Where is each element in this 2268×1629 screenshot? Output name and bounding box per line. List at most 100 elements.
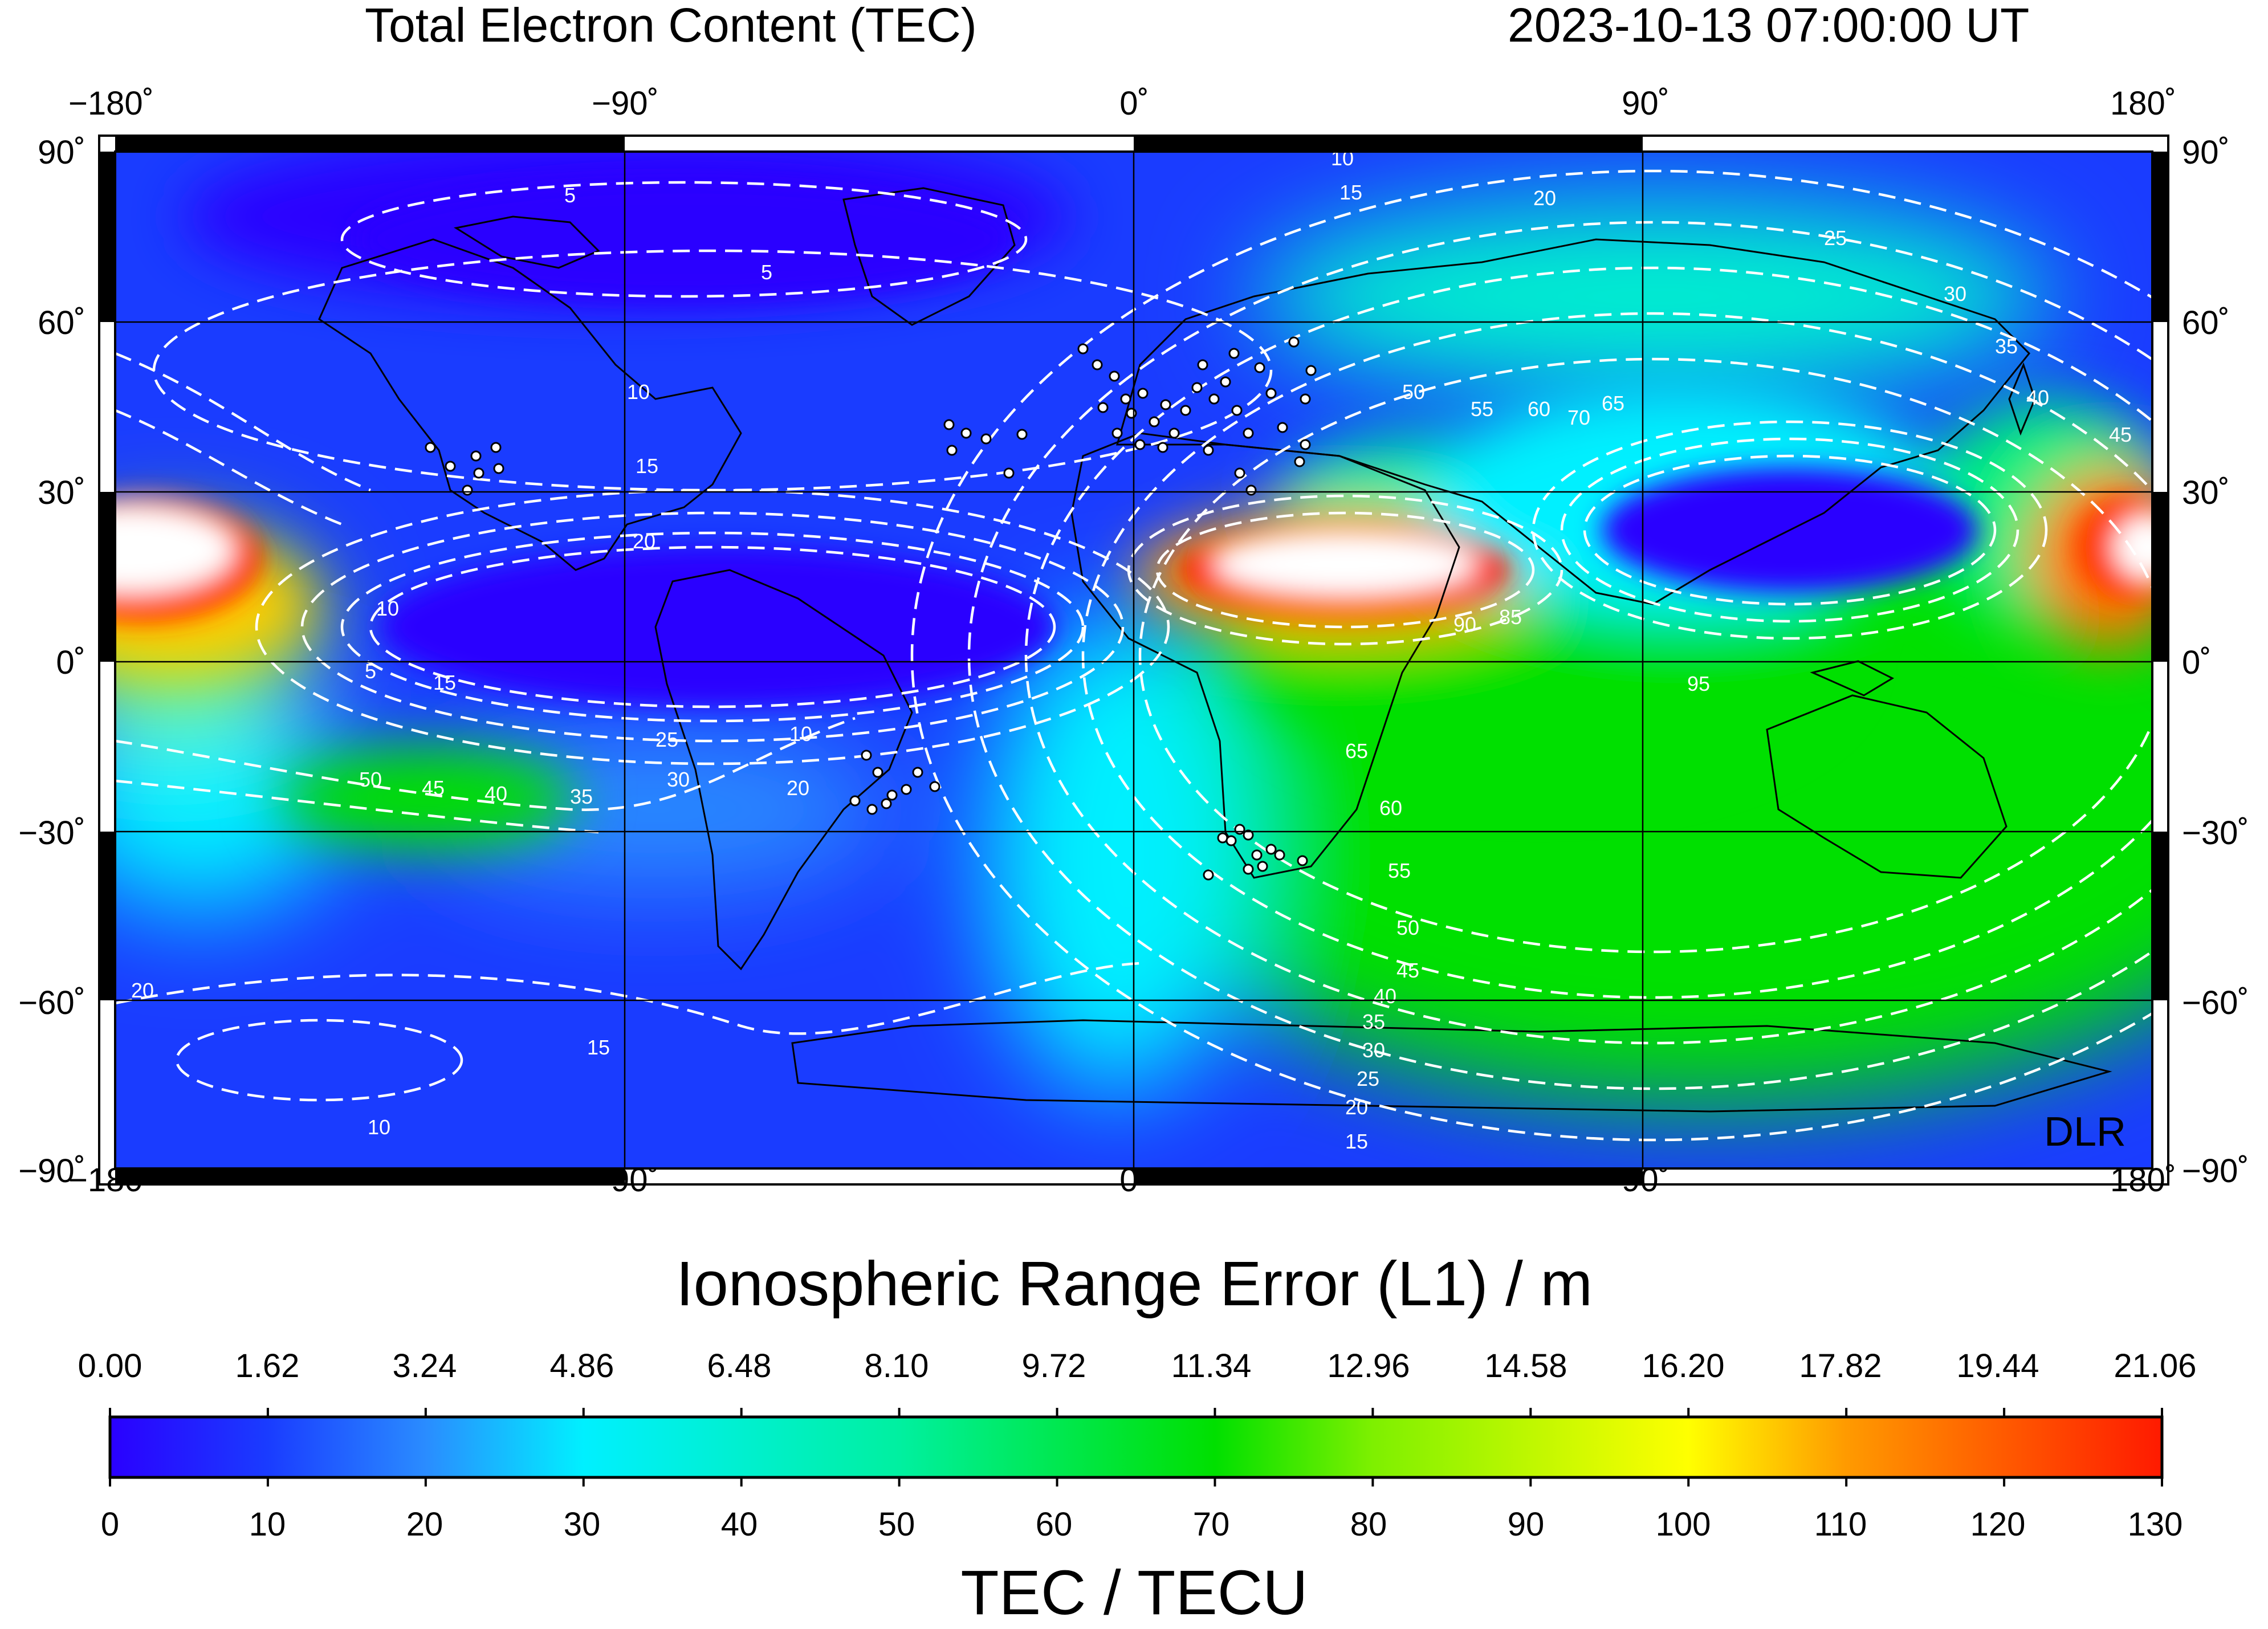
station-marker <box>861 750 872 761</box>
contour-label: 65 <box>1602 392 1624 415</box>
station-marker <box>1294 456 1305 467</box>
range-error-tick: 8.10 <box>864 1347 929 1384</box>
station-marker <box>1277 422 1288 433</box>
top-lon-label: 90˚ <box>1622 85 1670 122</box>
station-marker <box>872 767 883 778</box>
contour-label: 40 <box>2026 386 2049 409</box>
station-marker <box>1180 405 1191 416</box>
contour-label: 70 <box>1567 406 1590 429</box>
station-marker <box>1251 849 1263 861</box>
station-marker <box>1203 869 1214 881</box>
station-marker <box>1297 855 1308 866</box>
right-lat-label: −90˚ <box>2182 1152 2249 1190</box>
station-marker <box>470 450 482 462</box>
tec-tick: 20 <box>406 1506 443 1543</box>
contour-label: 15 <box>587 1036 610 1059</box>
station-marker <box>849 795 861 807</box>
left-lat-label: 0˚ <box>56 644 85 681</box>
coastlines <box>318 187 2112 1113</box>
tec-tick: 70 <box>1192 1506 1230 1543</box>
contour-label: 20 <box>787 776 809 800</box>
contour-label: 5 <box>564 184 576 207</box>
contour-label: 45 <box>422 776 445 800</box>
contour-labels: 5 5 10 10 15 15 20 20 25 25 30 30 35 35 … <box>131 146 2132 1153</box>
top-lon-label: 0˚ <box>1119 85 1149 122</box>
contour-label: 15 <box>636 454 658 478</box>
station-marker <box>1092 359 1103 370</box>
station-marker <box>1231 405 1243 416</box>
station-marker <box>1126 408 1137 419</box>
tec-tick: 50 <box>878 1506 915 1543</box>
range-error-tick: 14.58 <box>1484 1347 1567 1384</box>
tec-tick: 130 <box>2127 1506 2183 1543</box>
station-marker <box>960 427 972 439</box>
station-marker <box>1134 439 1146 450</box>
map-frame <box>98 135 2169 1186</box>
contour-label: 55 <box>1388 859 1411 882</box>
contour-label: 25 <box>1357 1067 1379 1090</box>
contour-label: 20 <box>633 530 655 553</box>
right-lat-label: 0˚ <box>2182 644 2212 681</box>
colorbar-gradient <box>108 1415 2164 1479</box>
contour-label: 20 <box>1345 1095 1368 1119</box>
station-marker <box>1305 365 1317 376</box>
station-marker <box>929 781 940 792</box>
right-lat-label: 30˚ <box>2182 474 2230 511</box>
station-marker <box>866 804 878 815</box>
dlr-watermark: DLR <box>2044 1109 2126 1155</box>
station-marker <box>1003 467 1015 479</box>
left-lat-label: −60˚ <box>18 984 85 1021</box>
contour-label: 10 <box>627 380 650 404</box>
contour-label: 10 <box>368 1115 390 1139</box>
station-marker <box>881 798 892 809</box>
left-lat-label: −90˚ <box>18 1152 85 1190</box>
map-timestamp: 2023-10-13 07:00:00 UT <box>1508 0 2030 52</box>
contour-label: 45 <box>1396 959 1419 982</box>
station-marker <box>1228 348 1240 359</box>
station-marker <box>901 784 912 795</box>
range-error-tick: 16.20 <box>1642 1347 1725 1384</box>
station-marker <box>1149 416 1160 427</box>
contour-label: 25 <box>655 728 678 751</box>
left-lat-label: 60˚ <box>38 304 85 341</box>
tec-contours <box>115 170 2152 1141</box>
contour-label: 15 <box>1339 181 1362 204</box>
range-error-tick: 4.86 <box>549 1347 614 1384</box>
contour-label: 30 <box>1944 282 1966 306</box>
right-lat-label: −30˚ <box>2182 814 2249 852</box>
range-error-tick: 12.96 <box>1327 1347 1410 1384</box>
station-marker <box>1265 388 1277 399</box>
contour-label: 90 <box>1453 613 1476 636</box>
station-marker <box>1300 393 1311 405</box>
contour-label: 15 <box>433 671 456 694</box>
contour-label: 55 <box>1471 397 1493 421</box>
station-marker <box>1016 429 1028 440</box>
tec-tick: 100 <box>1655 1506 1711 1543</box>
tec-scale-title: TEC / TECU <box>960 1558 1308 1628</box>
contour-label: 60 <box>1379 796 1402 820</box>
left-lat-label: 30˚ <box>38 474 85 511</box>
station-marker <box>1243 427 1254 439</box>
colorbar-tick-marks <box>109 1408 2163 1487</box>
left-lat-label: 90˚ <box>38 134 85 171</box>
range-error-tick: 3.24 <box>392 1347 457 1384</box>
contour-label: 95 <box>1687 672 1710 695</box>
left-lat-label: −30˚ <box>18 814 85 852</box>
right-lat-label: 60˚ <box>2182 304 2230 341</box>
station-marker <box>1234 824 1245 835</box>
station-marker <box>1097 402 1109 413</box>
top-lon-label: 180˚ <box>2110 85 2177 122</box>
station-marker <box>1225 835 1237 846</box>
tec-tick: 90 <box>1507 1506 1545 1543</box>
range-error-tick: 6.48 <box>707 1347 772 1384</box>
station-marker <box>1168 427 1180 439</box>
contour-label: 60 <box>1528 397 1550 421</box>
station-marker <box>1077 343 1089 355</box>
station-marker <box>1208 393 1220 405</box>
tec-tick: 10 <box>249 1506 286 1543</box>
station-marker <box>490 442 502 453</box>
tec-tick: 60 <box>1035 1506 1073 1543</box>
contour-label: 50 <box>1396 916 1419 939</box>
range-error-tick: 21.06 <box>2114 1347 2197 1384</box>
station-marker <box>473 467 484 479</box>
